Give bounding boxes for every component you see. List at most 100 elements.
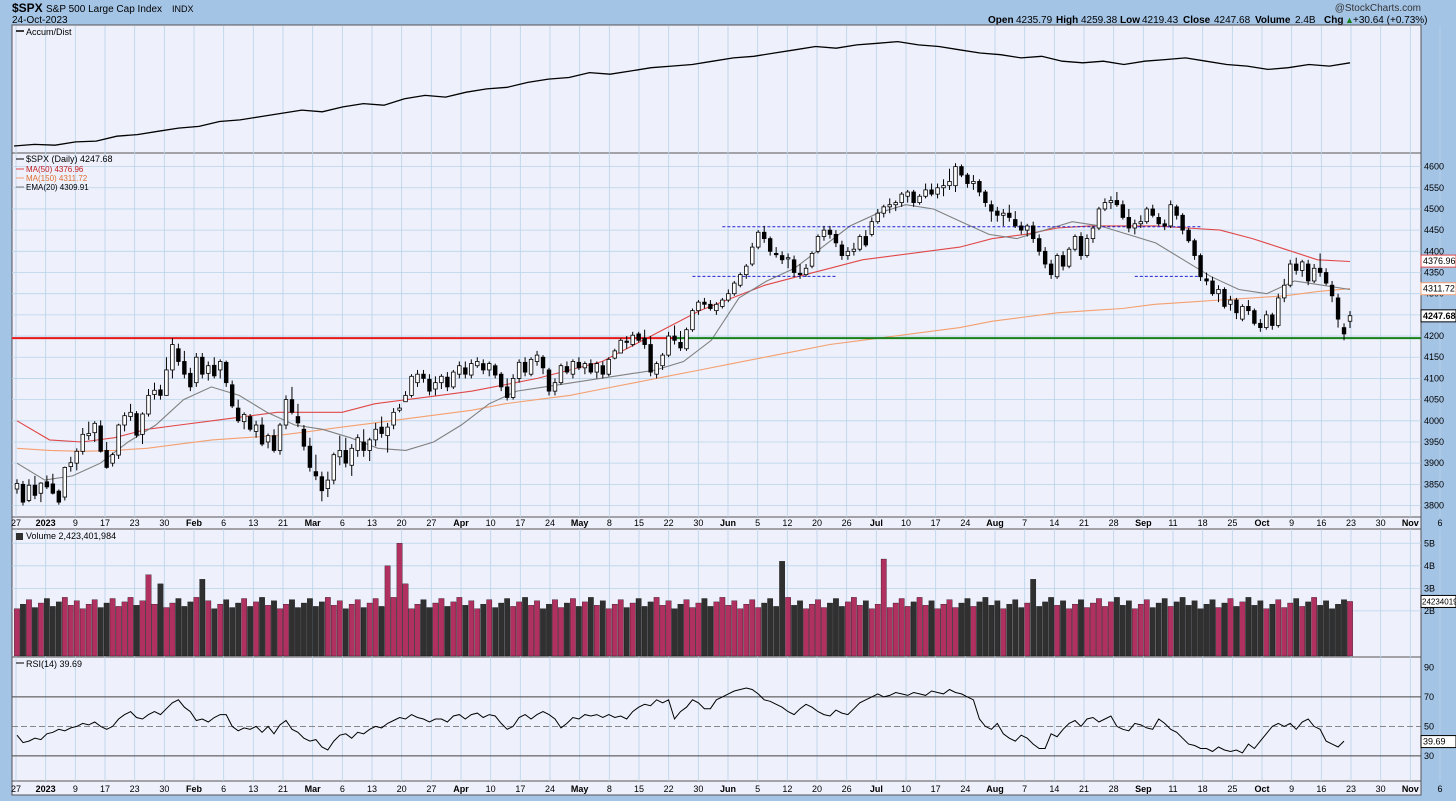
candle-body	[38, 482, 44, 494]
candle-body	[493, 365, 498, 376]
low-value: 4219.43	[1142, 15, 1179, 26]
volume-bar	[827, 602, 833, 657]
price-y-tick-label: 4500	[1424, 204, 1444, 214]
volume-bar	[336, 600, 343, 657]
candle-body	[44, 481, 50, 488]
x-tick-label-bottom: 17	[515, 784, 525, 794]
volume-bar	[133, 605, 140, 657]
volume-bar	[205, 600, 212, 657]
candle-body	[600, 365, 605, 375]
candle-body	[821, 229, 827, 237]
candle-body	[1108, 200, 1114, 204]
credit-label: @StockCharts.com	[1335, 3, 1421, 14]
candle-body	[953, 166, 958, 187]
candle-body	[158, 389, 163, 396]
candle-body	[863, 236, 869, 246]
x-tick-label-bottom: Jul	[870, 784, 883, 794]
candle-body	[1036, 238, 1042, 252]
candle-body	[1294, 263, 1299, 271]
volume-bar	[1173, 601, 1180, 657]
volume-bar	[641, 606, 648, 657]
x-tick-label-bottom: 10	[486, 784, 496, 794]
volume-bar	[1227, 598, 1234, 657]
close-label: Close	[1183, 15, 1211, 26]
volume-y-tick-label: 4B	[1424, 561, 1435, 571]
x-tick-label: 12	[782, 518, 792, 528]
candle-body	[1090, 227, 1096, 240]
x-tick-label: 28	[1109, 518, 1119, 528]
volume-bar	[683, 599, 690, 657]
x-tick-label-bottom: 10	[901, 784, 911, 794]
x-tick-label: 10	[486, 518, 496, 528]
candle-body	[648, 344, 653, 373]
volume-bar	[247, 606, 253, 657]
candle-body	[1007, 212, 1012, 218]
volume-bar	[462, 605, 469, 657]
candle-body	[1132, 223, 1138, 229]
candle-body	[1066, 248, 1072, 267]
volume-bar	[528, 605, 534, 657]
x-tick-label-bottom: Sep	[1135, 784, 1152, 794]
price-right-tag	[1420, 309, 1456, 323]
candle-body	[690, 310, 695, 331]
volume-bar	[755, 607, 762, 657]
volume-bar	[1203, 603, 1210, 657]
candle-body	[1180, 214, 1185, 231]
candle-body	[875, 212, 880, 223]
candle-body	[74, 450, 79, 464]
x-tick-label-bottom: 25	[1227, 784, 1237, 794]
volume-bar	[857, 605, 863, 657]
volume-bar	[886, 607, 893, 657]
candle-body	[851, 248, 857, 252]
candle-body	[98, 425, 103, 452]
candle-body	[935, 187, 940, 195]
candle-body	[744, 265, 749, 276]
candle-body	[128, 411, 133, 417]
volume-bar	[396, 543, 403, 657]
candle-body	[415, 373, 420, 384]
volume-bar	[498, 602, 505, 657]
volume-bar	[1048, 597, 1054, 657]
x-tick-label-bottom: 5	[755, 784, 760, 794]
x-tick-label: Feb	[186, 518, 203, 528]
x-tick-label-bottom: 15	[634, 784, 644, 794]
volume-bar	[1000, 608, 1007, 657]
volume-bar	[588, 597, 594, 657]
volume-bar	[127, 597, 134, 657]
candle-body	[259, 424, 265, 445]
volume-bar	[103, 602, 110, 657]
candle-body	[929, 189, 934, 195]
price-right-tag-label: 4311.72	[1423, 284, 1455, 294]
volume-bar	[26, 599, 32, 657]
volume-y-tick-label: 3B	[1424, 583, 1435, 593]
rsi-y-tick-label: 50	[1424, 721, 1434, 731]
x-tick-label: 7	[1022, 518, 1027, 528]
candle-body	[463, 367, 468, 375]
candle-body	[421, 373, 426, 379]
volume-bar	[67, 605, 74, 657]
candle-body	[1042, 250, 1048, 265]
volume-bar	[20, 603, 26, 657]
candle-body	[1240, 306, 1245, 320]
candle-body	[534, 354, 540, 362]
volume-bar	[540, 608, 546, 657]
candle-body	[122, 415, 127, 426]
volume-bar	[384, 565, 391, 657]
candle-body	[576, 361, 582, 369]
volume-bar	[910, 601, 917, 657]
volume-bar	[653, 597, 660, 657]
price-y-tick-label: 3850	[1424, 479, 1444, 489]
accum-dist-line	[13, 40, 1351, 147]
x-tick-label-bottom: 16	[1316, 784, 1326, 794]
candle-body	[1060, 255, 1066, 267]
volume-bar	[617, 599, 624, 657]
candle-body	[1084, 238, 1090, 256]
volume-bar	[510, 606, 516, 657]
candle-body	[498, 373, 504, 388]
candle-body	[762, 231, 767, 240]
candle-body	[893, 202, 898, 206]
volume-bar	[1275, 599, 1282, 657]
volume-bar	[1006, 603, 1013, 657]
